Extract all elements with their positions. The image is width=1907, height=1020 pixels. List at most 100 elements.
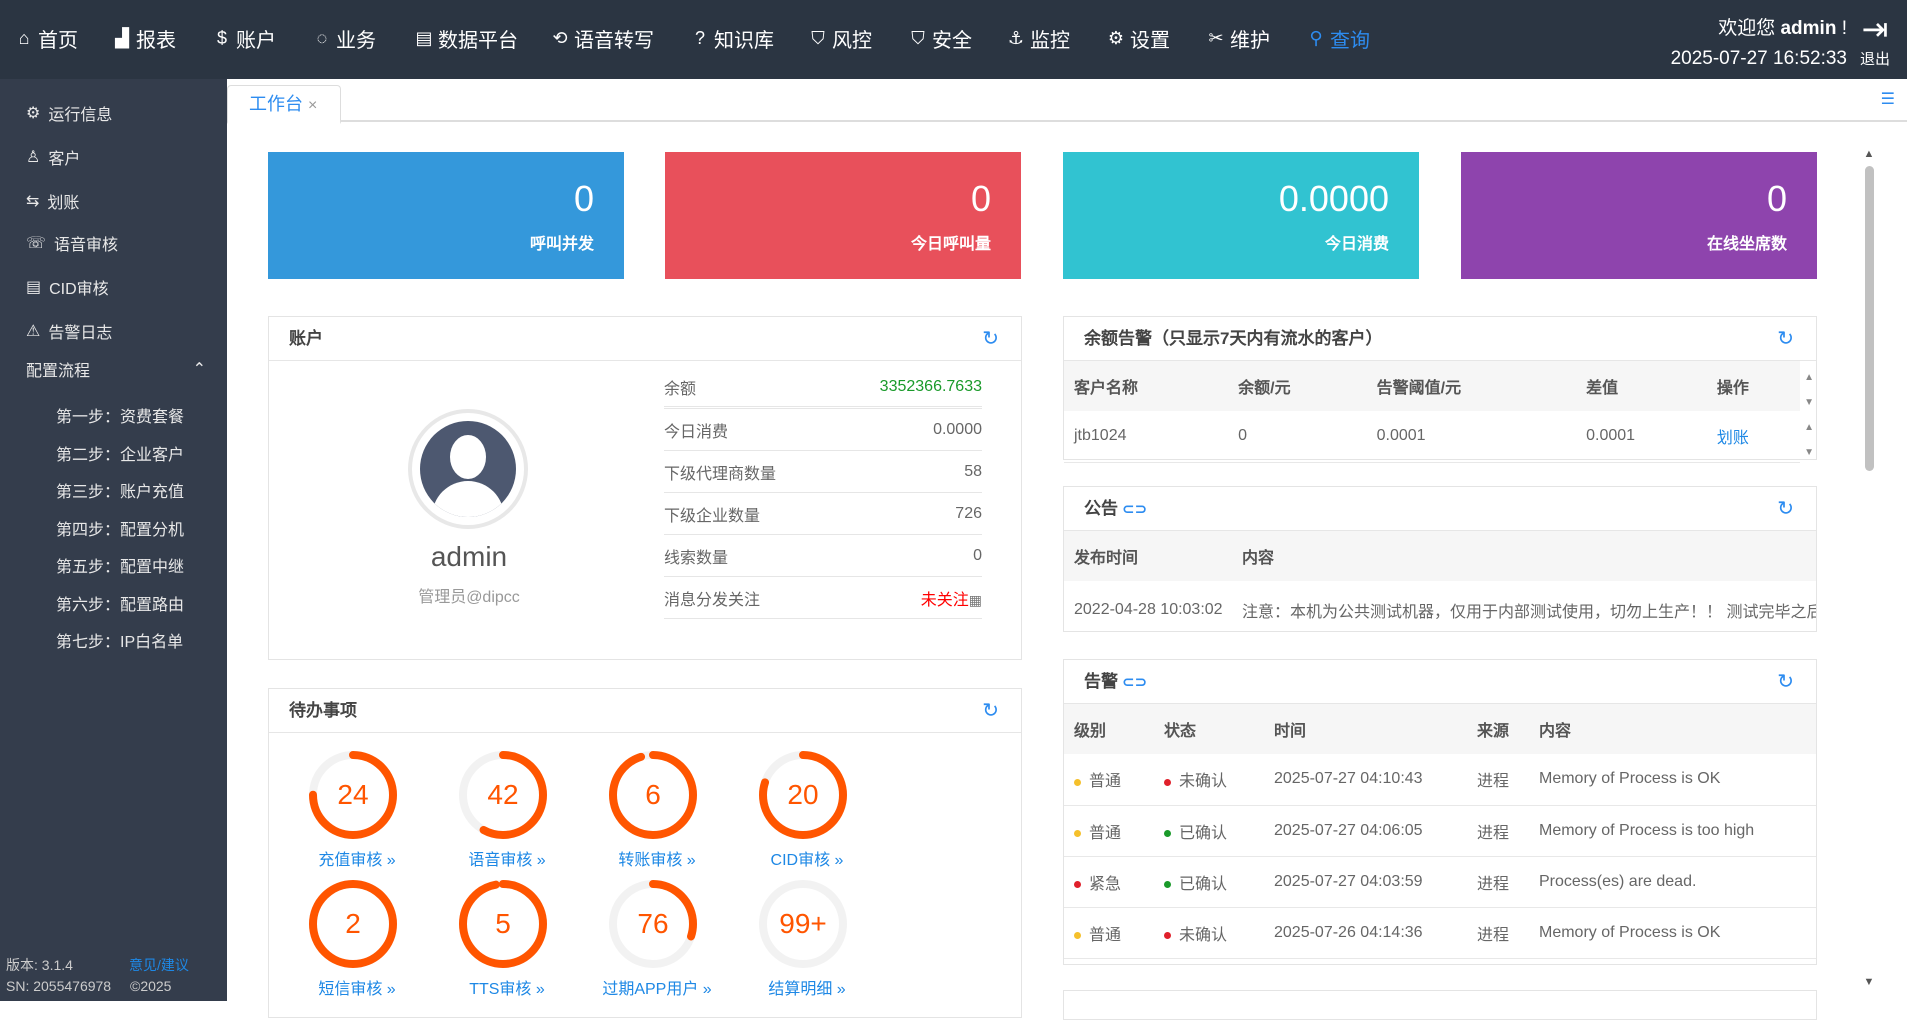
sidebar-step[interactable]: 第七步：IP白名单 xyxy=(56,634,184,651)
sidebar-item[interactable]: ▤ CID审核 xyxy=(26,275,109,299)
double-chevron-right-icon: » xyxy=(531,981,545,998)
shield-check-icon: ⛉ xyxy=(911,28,925,48)
nav-label: 设置 xyxy=(1130,30,1170,52)
level-cell: 普通 xyxy=(1064,805,1154,857)
todo-link[interactable]: 结算明细 » xyxy=(732,975,882,999)
scrollbar-thumb[interactable] xyxy=(1864,166,1874,471)
refresh-icon[interactable]: ↻ xyxy=(1777,671,1794,693)
welcome-block: 欢迎您 admin ! 2025-07-27 16:52:33 xyxy=(1671,14,1847,74)
sidebar-item[interactable]: ☏ 语音审核 xyxy=(26,231,118,255)
panel-title: 公告 xyxy=(1084,499,1118,518)
progress-arc xyxy=(309,880,397,968)
todo-donut[interactable]: 76 xyxy=(607,878,699,970)
list-menu-icon[interactable]: ☰ xyxy=(1880,91,1895,108)
group-label: 配置流程 xyxy=(26,363,91,380)
refresh-icon[interactable]: ↻ xyxy=(982,700,999,722)
refresh-icon[interactable]: ↻ xyxy=(1777,498,1794,520)
sidebar-step[interactable]: 第二步：企业客户 xyxy=(56,446,185,464)
nav-link[interactable]: ⟲ 语音转写 xyxy=(550,24,654,53)
row-label: 下级代理商数量 xyxy=(664,465,777,483)
phone-icon: ☏ xyxy=(26,235,47,252)
value-text: 726 xyxy=(955,504,982,522)
stat-value: 0 xyxy=(1766,178,1787,219)
table-scrollbar[interactable]: ▲ ▼ ▲ ▼ xyxy=(1804,372,1814,458)
user-icon: ♙ xyxy=(26,149,41,166)
nav-label: 首页 xyxy=(38,30,78,52)
nav-monitor[interactable]: ⚓ 监控 xyxy=(1006,24,1070,53)
todo-donut[interactable]: 20 xyxy=(757,749,849,841)
value-text: 58 xyxy=(964,462,982,480)
chevron-up-icon: ⌃ xyxy=(192,361,206,378)
todo-donut[interactable]: 42 xyxy=(457,749,549,841)
todo-link[interactable]: 语音审核 » xyxy=(432,846,582,870)
nav-document[interactable]: ▤ 数据平台 xyxy=(414,24,518,53)
sidebar-step[interactable]: 第三步：账户充值 xyxy=(56,484,185,501)
source-cell: 进程 xyxy=(1467,754,1529,806)
logout-button[interactable]: ⇥ 退出 xyxy=(1853,10,1897,69)
nav-dollar[interactable]: $ 账户 xyxy=(212,24,276,53)
sidebar-item[interactable]: ⚙ 运行信息 xyxy=(26,101,112,125)
tab-bar: 工作台 × ☰ xyxy=(227,79,1907,124)
nav-gear[interactable]: ⚙ 设置 xyxy=(1106,24,1170,53)
table-row[interactable]: 2022-04-28 10:03:02 注意：本机为公共测试机器，仅用于内部测试使… xyxy=(1064,581,1816,631)
todo-link[interactable]: 过期APP用户 » xyxy=(582,975,732,999)
double-chevron-right-icon: » xyxy=(682,852,696,869)
refresh-icon[interactable]: ↻ xyxy=(982,328,999,350)
todo-donut[interactable]: 5 xyxy=(457,878,549,970)
sidebar-step[interactable]: 第六步：配置路由 xyxy=(56,596,185,614)
sidebar-item[interactable]: ♙ 客户 xyxy=(26,145,80,169)
todo-link[interactable]: 充值审核 » xyxy=(282,846,432,870)
todo-donut[interactable]: 24 xyxy=(307,749,399,841)
column-header: 告警阈值/元 xyxy=(1366,361,1577,411)
qrcode-icon[interactable]: ▦ xyxy=(968,591,982,608)
page-scrollbar[interactable]: ▲ ▼ xyxy=(1863,148,1875,988)
progress-ring xyxy=(309,751,397,839)
link-icon[interactable]: ⊂⊃ xyxy=(1122,674,1148,691)
nav-question[interactable]: ? 知识库 xyxy=(690,24,774,53)
feedback-link[interactable]: 意见/建议 xyxy=(129,957,189,973)
table-cell: 0.0001 xyxy=(1366,411,1577,463)
todo-donut[interactable]: 99+ xyxy=(757,878,849,970)
nav-label: 查询 xyxy=(1330,30,1370,52)
progress-arc xyxy=(309,751,397,839)
value-text: 0.0000 xyxy=(933,420,982,438)
todo-donut[interactable]: 6 xyxy=(607,749,699,841)
account-name: admin xyxy=(430,541,508,572)
todo-link[interactable]: 转账审核 » xyxy=(582,846,732,870)
nav-cycle[interactable]: ◌ 业务 xyxy=(312,24,376,53)
nav-search[interactable]: ⚲ 查询 xyxy=(1306,24,1370,53)
nav-shield-check[interactable]: ⛉ 安全 xyxy=(908,24,972,53)
source-cell: 进程 xyxy=(1467,805,1529,857)
status-cell: 已确认 xyxy=(1154,856,1264,908)
tab-workbench[interactable]: 工作台 × xyxy=(227,85,341,124)
todo-count: 24 xyxy=(337,779,369,810)
todo-label: 充值审核 xyxy=(318,852,383,869)
sidebar-step[interactable]: 第四步：配置分机 xyxy=(56,521,185,539)
todo-count: 20 xyxy=(787,779,819,810)
sidebar-step[interactable]: 第五步：配置中继 xyxy=(56,559,185,576)
sidebar-item-label: 语音审核 xyxy=(54,237,119,254)
question-icon: ? xyxy=(694,28,705,48)
alarm-panel: 告警 ⊂⊃ ↻ 级别 状态 时间 来源 内容 普通 未确认 2025-07-27 04:10:43… xyxy=(1063,659,1817,965)
link-icon[interactable]: ⊂⊃ xyxy=(1122,501,1148,518)
sidebar-group-config[interactable]: 配置流程 ⌃ xyxy=(26,357,206,381)
todo-link[interactable]: CID审核 » xyxy=(732,846,882,870)
table-cell: 0 xyxy=(1228,411,1367,463)
transfer-link[interactable]: 划账 xyxy=(1706,411,1800,463)
sidebar-step[interactable]: 第一步：资费套餐 xyxy=(56,409,185,426)
nav-home[interactable]: ⌂ 首页 xyxy=(14,24,78,53)
sidebar-item[interactable]: ⚠ 告警日志 xyxy=(26,319,112,343)
sidebar-item[interactable]: ⇆ 划账 xyxy=(26,189,79,213)
todo-donut[interactable]: 2 xyxy=(307,878,399,970)
row-label: 下级企业数量 xyxy=(664,507,761,525)
row-value[interactable]: 未关注▦ xyxy=(921,586,982,610)
todo-count: 5 xyxy=(495,908,511,939)
todo-link[interactable]: TTS审核 » xyxy=(432,975,582,999)
nav-tools[interactable]: ✂ 维护 xyxy=(1206,24,1270,53)
nav-chart[interactable]: ▟ 报表 xyxy=(112,24,176,53)
column-header: 客户名称 xyxy=(1064,361,1229,411)
nav-shield[interactable]: ⛉ 风控 xyxy=(808,24,872,53)
close-icon[interactable]: × xyxy=(308,97,318,114)
refresh-icon[interactable]: ↻ xyxy=(1777,328,1794,350)
todo-link[interactable]: 短信审核 » xyxy=(282,975,432,999)
